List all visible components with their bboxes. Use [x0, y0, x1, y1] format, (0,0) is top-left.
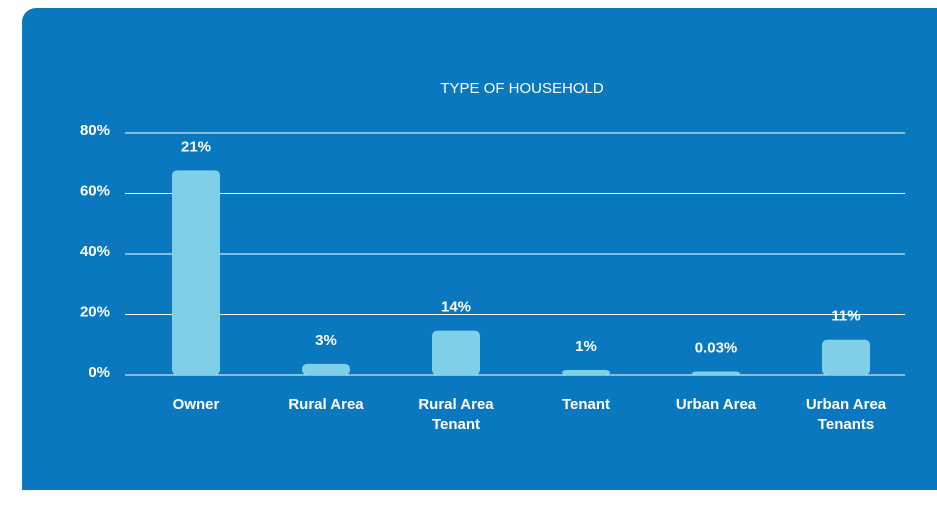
bar — [822, 339, 870, 375]
x-tick-label: Tenant — [561, 396, 611, 413]
y-tick-label: 40% — [80, 243, 110, 260]
bar — [302, 363, 350, 375]
y-tick-label: 80% — [80, 122, 110, 139]
x-tick-label: Urban Area — [675, 396, 757, 413]
bar-label: 0.03% — [695, 339, 738, 356]
y-tick-label: 0% — [88, 364, 110, 381]
y-tick-label: 60% — [80, 182, 110, 199]
bar-label: 3% — [315, 332, 337, 349]
bar-label: 14% — [441, 299, 471, 316]
bar — [692, 371, 740, 375]
x-tick-label: Urban Area Tenants — [805, 396, 887, 433]
chart-title: TYPE OF HOUSEHOLD — [440, 80, 604, 97]
bar-label: 11% — [831, 308, 860, 325]
x-tick-label: Rural Area — [288, 396, 364, 413]
bar — [432, 330, 480, 375]
bar — [562, 369, 610, 375]
bar-label: 21% — [181, 138, 211, 155]
x-tick-label: Rural Area Tenant — [418, 396, 494, 433]
bar — [172, 170, 220, 375]
x-tick-label: Owner — [172, 396, 220, 413]
bar-label: 1% — [575, 338, 597, 355]
y-tick-label: 20% — [80, 303, 110, 320]
